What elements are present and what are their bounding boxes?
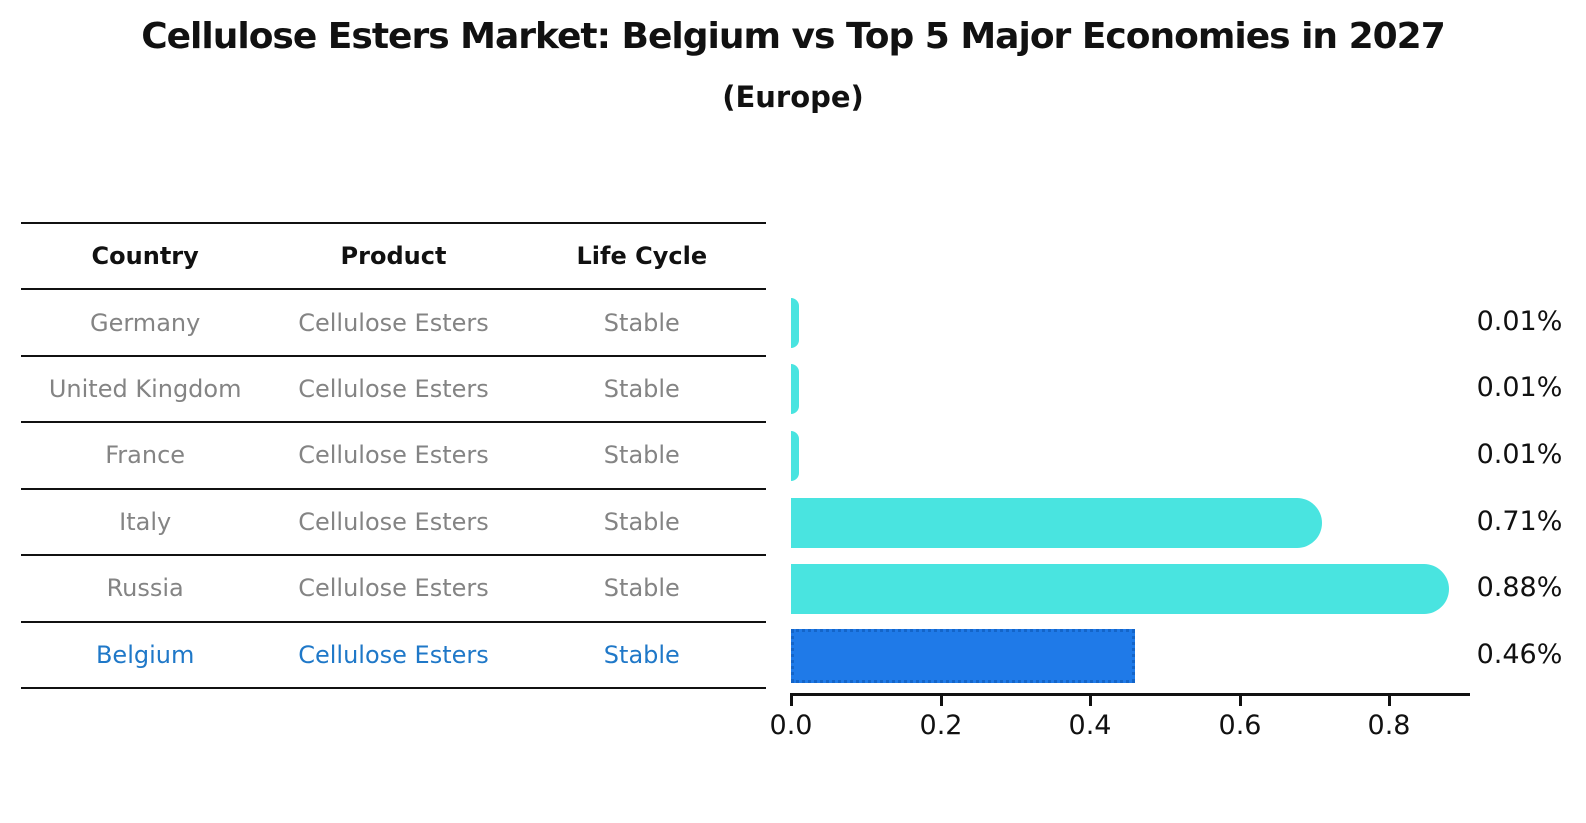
table-row-germany: Germany Cellulose Esters Stable	[21, 290, 766, 357]
x-axis-tick-label-0-6: 0.6	[1218, 710, 1262, 741]
country-table: Country Product Life Cycle Germany Cellulose…	[21, 222, 766, 689]
chart-subtitle: (Europe)	[722, 80, 864, 114]
table-row-united-kingdom: United Kingdom Cellulose Esters Stable	[21, 357, 766, 424]
column-header-product: Product	[340, 242, 447, 271]
country-cell-italy: Italy	[119, 507, 172, 536]
x-axis-tick-0-6	[1239, 696, 1242, 706]
chart-title: Cellulose Esters Market: Belgium vs Top …	[141, 16, 1446, 57]
x-axis-tick-label-0-8: 0.8	[1367, 710, 1411, 741]
value-label-russia: 0.88%	[1476, 572, 1563, 603]
x-axis-tick-0-0	[790, 696, 793, 706]
bar-russia	[791, 564, 1449, 614]
country-cell-belgium: Belgium	[95, 640, 195, 669]
x-axis-tick-label-0-2: 0.2	[919, 710, 963, 741]
product-cell-belgium: Cellulose Esters	[298, 640, 489, 669]
table-row-france: France Cellulose Esters Stable	[21, 423, 766, 490]
country-cell-russia: Russia	[106, 574, 184, 603]
value-label-belgium: 0.46%	[1476, 639, 1563, 670]
column-header-country: Country	[91, 242, 199, 271]
x-axis-tick-label-0-4: 0.4	[1068, 710, 1112, 741]
x-axis-line	[790, 693, 1470, 696]
life-cycle-cell-belgium: Stable	[603, 640, 680, 669]
bar-belgium	[791, 629, 1135, 683]
x-axis-tick-label-0-0: 0.0	[769, 710, 813, 741]
life-cycle-cell-united-kingdom: Stable	[603, 375, 680, 404]
bar-united-kingdom	[791, 364, 799, 414]
x-axis-tick-0-2	[940, 696, 943, 706]
product-cell-united-kingdom: Cellulose Esters	[298, 375, 489, 404]
life-cycle-cell-france: Stable	[603, 441, 680, 470]
x-axis-tick-0-4	[1089, 696, 1092, 706]
country-cell-germany: Germany	[90, 308, 201, 337]
product-cell-germany: Cellulose Esters	[298, 308, 489, 337]
product-cell-russia: Cellulose Esters	[298, 574, 489, 603]
bar-italy	[791, 498, 1322, 548]
x-axis-tick-0-8	[1388, 696, 1391, 706]
product-cell-italy: Cellulose Esters	[298, 507, 489, 536]
table-row-belgium: Belgium Cellulose Esters Stable	[21, 623, 766, 689]
value-label-italy: 0.71%	[1476, 506, 1563, 537]
table-row-russia: Russia Cellulose Esters Stable	[21, 556, 766, 623]
value-label-united-kingdom: 0.01%	[1476, 372, 1563, 403]
life-cycle-cell-italy: Stable	[603, 507, 680, 536]
table-header-row: Country Product Life Cycle	[21, 224, 766, 291]
bar-germany	[791, 298, 799, 348]
value-label-france: 0.01%	[1476, 439, 1563, 470]
life-cycle-cell-germany: Stable	[603, 308, 680, 337]
product-cell-france: Cellulose Esters	[298, 441, 489, 470]
bar-france	[791, 431, 799, 481]
country-cell-france: France	[105, 441, 186, 470]
table-row-italy: Italy Cellulose Esters Stable	[21, 490, 766, 557]
life-cycle-cell-russia: Stable	[603, 574, 680, 603]
column-header-life-cycle: Life Cycle	[576, 242, 708, 271]
value-label-germany: 0.01%	[1476, 306, 1563, 337]
country-cell-united-kingdom: United Kingdom	[48, 375, 242, 404]
